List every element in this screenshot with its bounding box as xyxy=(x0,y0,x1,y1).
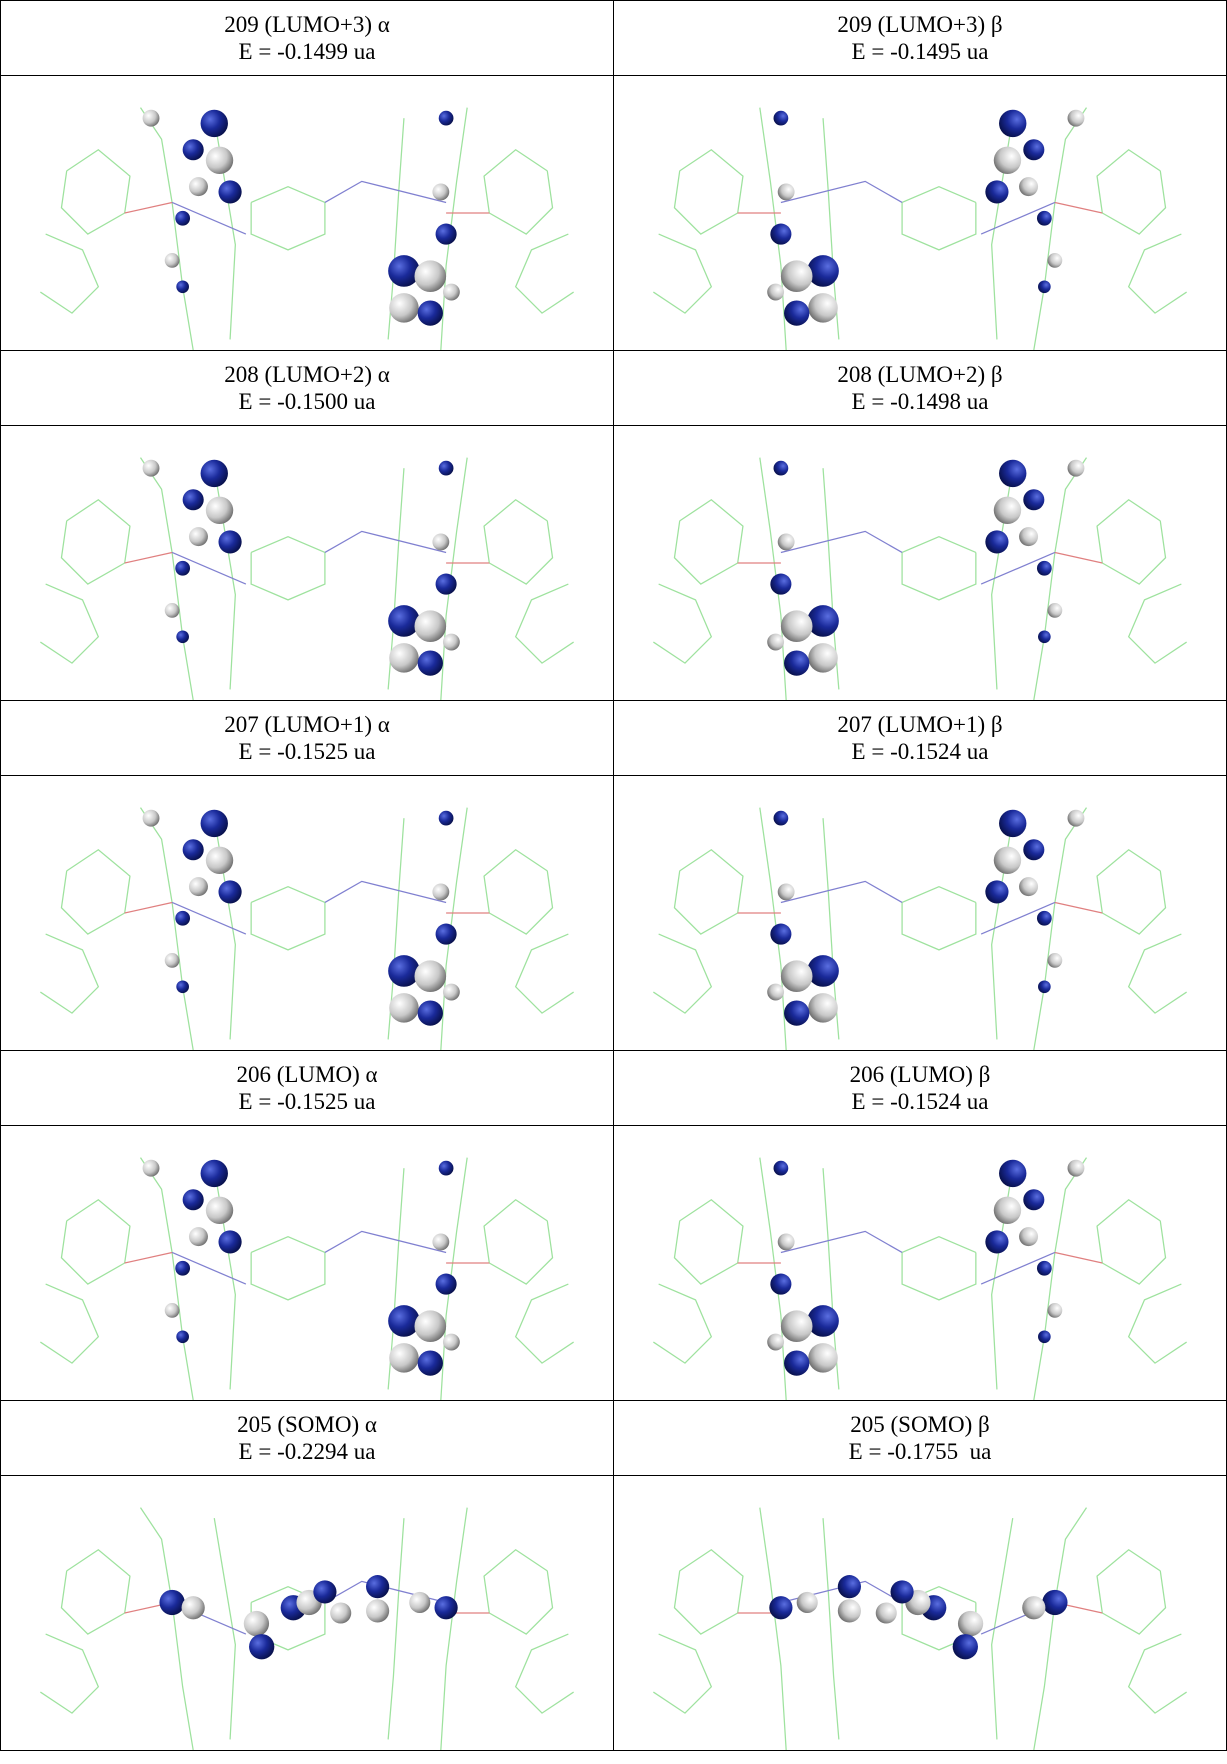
orbital-energy: E = -0.1525 ua xyxy=(238,739,376,764)
orbital-image xyxy=(614,426,1226,700)
orbital-image xyxy=(614,1126,1226,1400)
orbital-label: 209 (LUMO+3) β xyxy=(837,12,1003,37)
orbital-image-cell xyxy=(613,425,1227,701)
orbital-label: 205 (SOMO) β xyxy=(850,1412,990,1437)
orbital-label: 206 (LUMO) α xyxy=(236,1062,378,1087)
orbital-label: 208 (LUMO+2) β xyxy=(837,362,1003,387)
orbital-image-cell xyxy=(0,75,614,351)
orbital-image xyxy=(1,76,613,350)
orbital-image xyxy=(614,1476,1226,1750)
orbital-image-cell xyxy=(0,1125,614,1401)
orbital-image-cell xyxy=(613,1475,1227,1751)
orbital-energy: E = -0.2294 ua xyxy=(238,1439,376,1464)
orbital-energy: E = -0.1495 ua xyxy=(851,39,989,64)
orbital-image-cell xyxy=(0,775,614,1051)
orbital-image xyxy=(1,776,613,1050)
image-row xyxy=(0,775,1227,1051)
orbital-label: 208 (LUMO+2) α xyxy=(224,362,390,387)
orbital-energy: E = -0.1498 ua xyxy=(851,389,989,414)
orbital-label: 207 (LUMO+1) β xyxy=(837,712,1003,737)
orbital-image-cell xyxy=(613,775,1227,1051)
orbital-energy: E = -0.1499 ua xyxy=(238,39,376,64)
orbital-label: 206 (LUMO) β xyxy=(849,1062,991,1087)
orbital-label: 209 (LUMO+3) α xyxy=(224,12,390,37)
image-row xyxy=(0,1475,1227,1751)
orbital-image-cell xyxy=(613,1125,1227,1401)
orbital-energy: E = -0.1755 ua xyxy=(848,1439,992,1464)
orbital-energy: E = -0.1524 ua xyxy=(851,1089,989,1114)
orbital-label: 207 (LUMO+1) α xyxy=(224,712,390,737)
image-row xyxy=(0,1125,1227,1401)
orbital-image-cell xyxy=(613,75,1227,351)
orbital-energy: E = -0.1525 ua xyxy=(238,1089,376,1114)
orbital-energy: E = -0.1500 ua xyxy=(238,389,376,414)
orbital-image xyxy=(1,426,613,700)
orbital-image xyxy=(1,1126,613,1400)
orbital-image xyxy=(1,1476,613,1750)
orbital-image xyxy=(614,76,1226,350)
image-row xyxy=(0,425,1227,701)
orbital-image xyxy=(614,776,1226,1050)
orbital-label: 205 (SOMO) α xyxy=(237,1412,377,1437)
orbital-image-cell xyxy=(0,425,614,701)
image-row xyxy=(0,75,1227,351)
orbital-energy: E = -0.1524 ua xyxy=(851,739,989,764)
orbital-image-cell xyxy=(0,1475,614,1751)
